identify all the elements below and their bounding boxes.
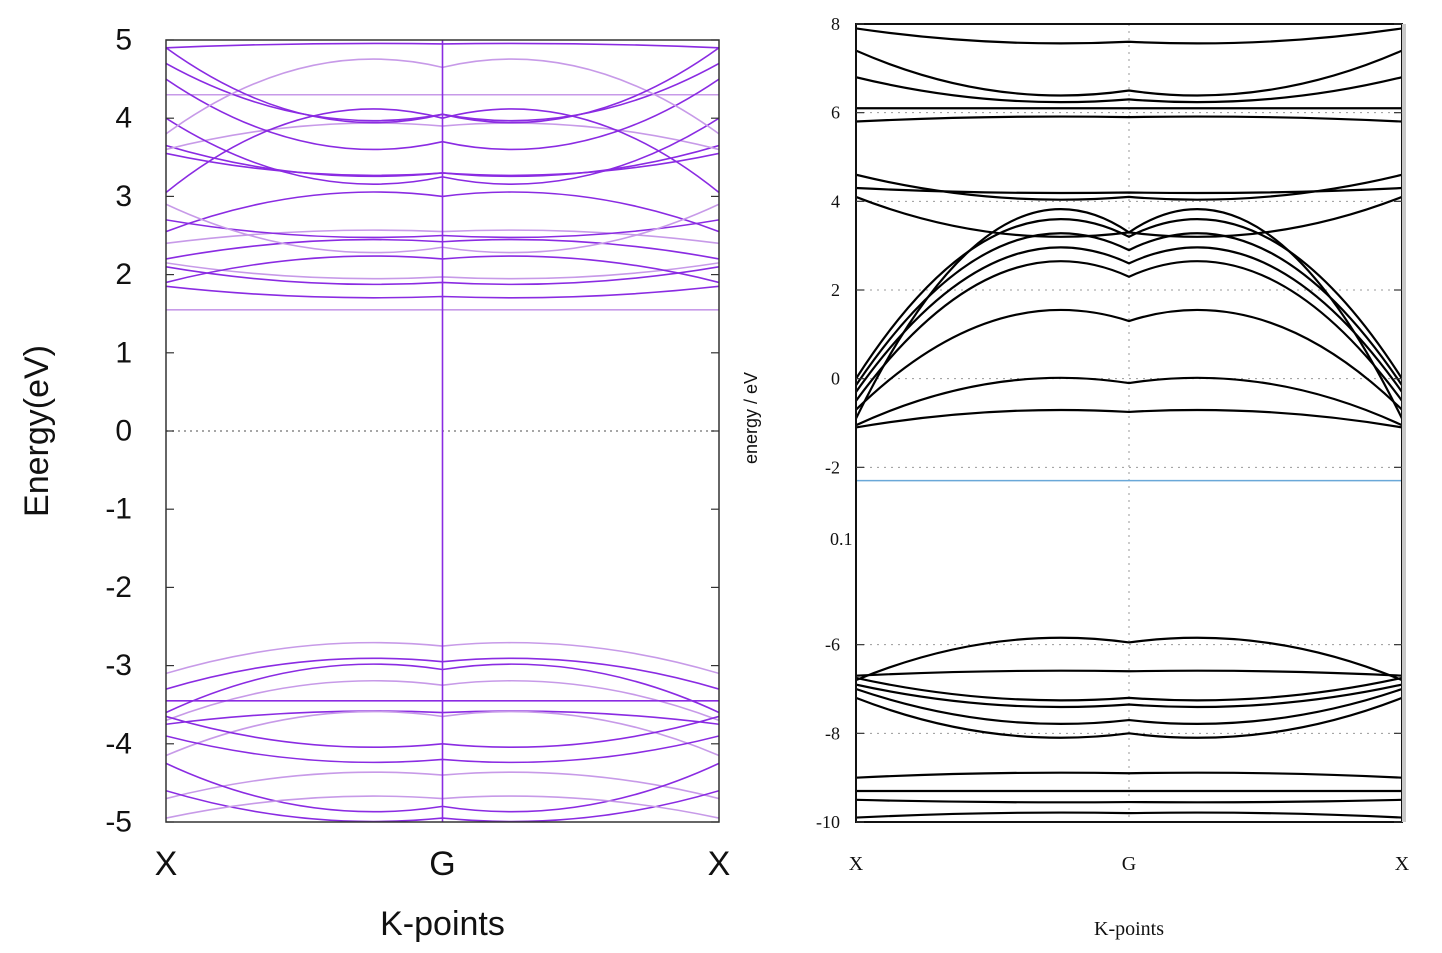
x-axis-label: K-points (1094, 918, 1164, 940)
band-line (856, 76, 1402, 104)
right-band-chart: 8 6 4 2 0 -2 -6 -8 -10 0.1 X G X K-points energy / eV (741, 14, 1410, 940)
band-line (856, 208, 1402, 420)
x-tick-label: X (1395, 853, 1410, 875)
band-line (856, 798, 1402, 804)
band-line (856, 636, 1402, 682)
x-tick-label: X (155, 845, 178, 883)
x-axis-label: K-points (380, 905, 505, 943)
stray-label: 0.1 (830, 529, 853, 549)
band-line (856, 811, 1402, 819)
y-tick-label: -6 (825, 635, 840, 655)
y-tick-label: 2 (831, 280, 840, 300)
band-line (856, 408, 1402, 429)
band-line (856, 260, 1402, 402)
band-line (856, 669, 1402, 677)
band-line (856, 27, 1402, 45)
band-line (856, 232, 1402, 386)
y-tick-label: 4 (115, 102, 132, 135)
band-line (856, 696, 1402, 739)
band-line (856, 683, 1402, 709)
y-tick-label: 8 (831, 14, 840, 34)
band-line (856, 676, 1402, 702)
band-line (856, 195, 1402, 238)
y-tick-label: 3 (115, 180, 132, 213)
x-tick-label: G (429, 845, 455, 883)
y-tick-label: 5 (115, 24, 132, 57)
y-axis-label: energy / eV (741, 372, 761, 464)
band-line (856, 308, 1402, 411)
y-axis-label: Energy(eV) (18, 345, 56, 517)
band-line (856, 217, 1402, 380)
band-line (856, 376, 1402, 427)
y-tick-label: 1 (115, 336, 132, 369)
y-tick-label: 6 (831, 103, 840, 123)
y-tick-label: -2 (825, 457, 840, 477)
y-tick-label: -5 (105, 806, 132, 839)
x-tick-label: G (1122, 853, 1136, 875)
x-tick-label: X (849, 853, 864, 875)
left-band-chart: 5 4 3 2 1 0 -1 -2 -3 -4 -5 X G X K-points Energy(eV) (18, 24, 730, 944)
band-line (856, 246, 1402, 393)
right-edge-shade (1402, 24, 1406, 822)
y-tick-label: 0 (831, 369, 840, 389)
y-tick-label: -3 (105, 649, 132, 682)
y-tick-label: -2 (105, 571, 132, 604)
y-tick-label: 0 (115, 415, 132, 448)
band-line (856, 687, 1402, 725)
x-tick-label: X (708, 845, 731, 883)
band-line (856, 173, 1402, 201)
bands (856, 27, 1402, 819)
y-tick-label: -10 (816, 812, 840, 832)
y-tick-label: -8 (825, 723, 840, 743)
y-tick-label: 2 (115, 258, 132, 291)
y-tick-label: -4 (105, 727, 132, 760)
band-line (856, 115, 1402, 123)
y-tick-label: -1 (105, 493, 132, 526)
y-tick-label: 4 (831, 191, 840, 211)
band-line (856, 49, 1402, 97)
band-line (856, 771, 1402, 779)
